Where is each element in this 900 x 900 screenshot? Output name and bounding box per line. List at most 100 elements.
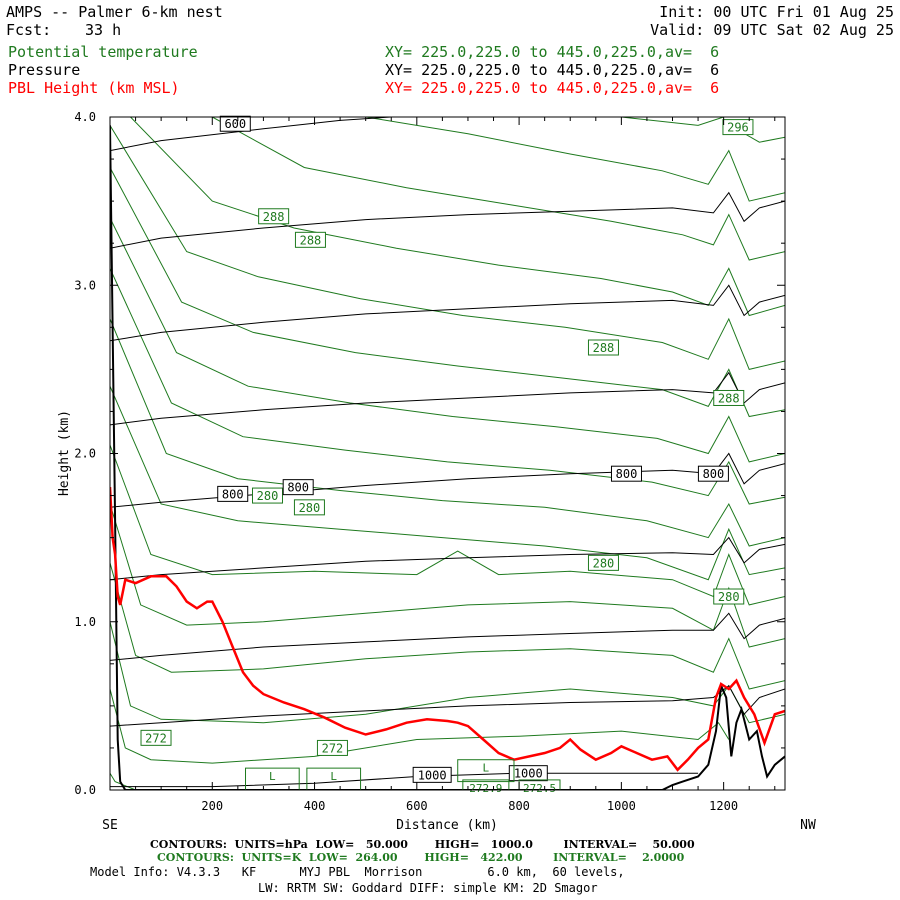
svg-text:L: L (330, 770, 337, 783)
pressure-label-1: 800 (217, 485, 249, 502)
left-end-label: SE (102, 818, 118, 833)
y-tick-label-1: 1.0 (74, 615, 96, 629)
y-tick-label-4: 4.0 (74, 110, 96, 124)
theta-contour-5 (110, 444, 785, 606)
svg-text:800: 800 (287, 481, 309, 495)
theta-contour-6 (110, 386, 785, 581)
theta-label-2: 288 (294, 231, 326, 248)
svg-text:280: 280 (593, 556, 615, 570)
pressure-contour-700 (110, 284, 785, 342)
svg-text:288: 288 (300, 233, 322, 247)
svg-text:296: 296 (727, 121, 749, 135)
x-tick-label-1000: 1000 (607, 799, 636, 813)
terrain (110, 125, 785, 790)
theta-contour-2 (110, 621, 785, 724)
theta-label-8: 280 (713, 588, 745, 605)
terrain-box-0: L (245, 767, 300, 791)
svg-text:288: 288 (593, 341, 615, 355)
terrain-box-4: 272.5 (518, 779, 561, 795)
svg-text:L: L (483, 762, 490, 775)
fcst-label: Fcst: (6, 21, 52, 39)
terrain-box-3: 272.9 (462, 779, 510, 795)
svg-text:272.5: 272.5 (523, 782, 556, 795)
model-info-physics: LW: RRTM SW: Goddard DIFF: simple KM: 2D… (258, 881, 598, 895)
svg-text:272.9: 272.9 (469, 782, 502, 795)
contours-info-theta: CONTOURS: UNITS=K LOW= 264.00 HIGH= 422.… (157, 851, 685, 864)
svg-text:288: 288 (718, 391, 740, 405)
field-xy-pbl: XY= 225.0,225.0 to 445.0,225.0,av= 6 (385, 79, 720, 97)
x-axis-label: Distance (km) (396, 818, 498, 833)
pressure-contour-1000 (110, 772, 699, 788)
theta-contour-0 (110, 772, 136, 790)
svg-text:800: 800 (222, 487, 244, 501)
x-tick-label-600: 600 (406, 799, 428, 813)
pressure-contour-850 (110, 536, 785, 581)
theta-label-10: 272 (316, 739, 348, 756)
pressure-label-4: 800 (697, 465, 729, 482)
fcst-value: 33 h (85, 21, 122, 39)
x-tick-label-1200: 1200 (709, 799, 738, 813)
header-title: AMPS -- Palmer 6-km nest (6, 3, 223, 21)
theta-label-4: 288 (713, 389, 745, 406)
theta-contour-4 (110, 503, 785, 648)
field-name-pressure: Pressure (8, 61, 81, 79)
pressure-label-6: 1000 (508, 765, 548, 782)
svg-text:288: 288 (263, 210, 285, 224)
svg-text:1000: 1000 (514, 767, 543, 781)
theta-contour-10 (110, 167, 785, 418)
y-tick-label-3: 3.0 (74, 278, 96, 292)
y-tick-label-0: 0.0 (74, 783, 96, 797)
field-name-pbl: PBL Height (km MSL) (8, 79, 180, 97)
theta-label-1: 288 (258, 208, 290, 225)
axes: 200 400 600 800 1000 1200 0.0 1.0 2.0 3.0 4.0 (74, 110, 785, 813)
svg-text:1000: 1000 (418, 768, 447, 782)
svg-text:L: L (269, 770, 276, 783)
pressure-contours (110, 117, 785, 788)
theta-label-7: 280 (587, 554, 619, 571)
svg-text:800: 800 (616, 467, 638, 481)
theta-contour-1 (110, 688, 730, 764)
pressure-label-5: 1000 (412, 766, 452, 783)
field-xy-pressure: XY= 225.0,225.0 to 445.0,225.0,av= 6 (385, 61, 720, 79)
theta-contour-12 (130, 117, 785, 317)
plot-frame (109, 116, 786, 791)
pressure-label-0: 600 (219, 115, 251, 132)
theta-contour-11 (110, 125, 785, 370)
theta-contour-3 (110, 562, 785, 690)
x-tick-label-800: 800 (508, 799, 530, 813)
theta-contour-9 (110, 217, 785, 463)
terrain-line (110, 125, 785, 790)
pressure-contour-750 (110, 371, 785, 426)
pressure-label-2: 800 (282, 479, 314, 496)
theta-label-9: 272 (140, 729, 172, 746)
pressure-contour-950 (110, 684, 785, 727)
theta-contours (110, 117, 785, 790)
contours-info-pressure: CONTOURS: UNITS=hPa LOW= 50.000 HIGH= 10… (150, 838, 695, 851)
svg-text:280: 280 (299, 501, 321, 515)
svg-text:272: 272 (322, 741, 344, 755)
pressure-contour-900 (110, 612, 785, 661)
model-info: Model Info: V4.3.3 KF MYJ PBL Morrison 6… (90, 865, 625, 879)
theta-label-6: 280 (293, 499, 325, 516)
init-time: Init: 00 UTC Fri 01 Aug 25 (659, 3, 894, 21)
pressure-contour-600 (110, 117, 392, 152)
theta-contour-7 (110, 318, 785, 547)
pbl-height-path (110, 487, 785, 772)
terrain-box-2: L (457, 759, 515, 783)
pressure-contour-650 (110, 191, 785, 249)
pbl-height-line (110, 487, 785, 772)
pressure-label-3: 800 (610, 465, 642, 482)
theta-label-0: 296 (722, 119, 754, 136)
theta-contour-8 (110, 268, 785, 505)
theta-label-3: 288 (587, 339, 619, 356)
field-name-theta: Potential temperature (8, 43, 198, 61)
theta-contour-14 (365, 117, 785, 202)
svg-text:280: 280 (257, 489, 279, 503)
valid-time: Valid: 09 UTC Sat 02 Aug 25 (650, 21, 894, 39)
svg-text:280: 280 (718, 590, 740, 604)
theta-label-5: 280 (252, 487, 283, 504)
x-tick-label-400: 400 (304, 799, 326, 813)
theta-contour-13 (212, 117, 785, 261)
svg-text:800: 800 (703, 467, 725, 481)
